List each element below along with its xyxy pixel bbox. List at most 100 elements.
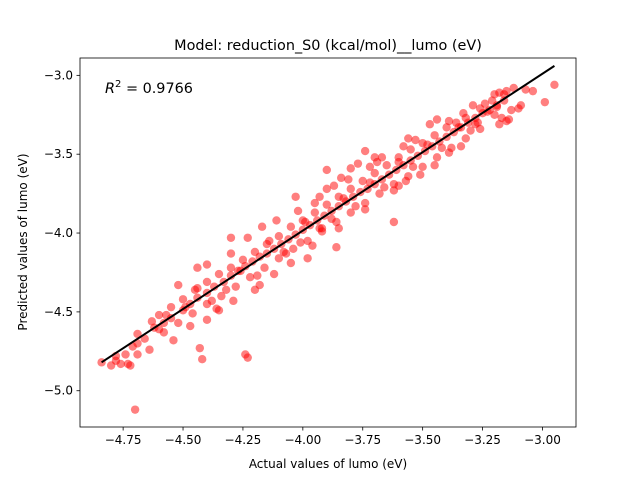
x-tick-label: −4.50 <box>165 433 202 447</box>
data-point <box>315 224 324 233</box>
data-point <box>411 135 420 145</box>
data-point <box>473 118 482 127</box>
r-squared-symbol: R <box>105 81 115 97</box>
data-point <box>504 115 514 124</box>
data-point <box>495 120 504 129</box>
data-point <box>406 145 415 154</box>
data-point <box>243 353 252 362</box>
regression-line <box>101 65 555 364</box>
data-point <box>380 183 389 192</box>
y-axis-ticks: −5.0 −4.5 −4.0 −3.5 −3.0 <box>44 68 80 398</box>
data-point <box>121 350 130 359</box>
data-point <box>174 318 183 328</box>
data-point <box>226 249 236 258</box>
data-point <box>444 116 454 126</box>
x-axis-label: Actual values of lumo (eV) <box>249 457 407 471</box>
x-axis-ticks: −4.75 −4.50 −4.25 −4.00 −3.75 −3.50 −3.25 −3.00 <box>105 427 561 447</box>
data-point <box>260 263 269 272</box>
x-tick-label: −4.00 <box>284 433 321 447</box>
data-point <box>250 247 260 257</box>
data-point <box>360 146 370 156</box>
data-point <box>257 222 267 231</box>
data-point <box>382 161 391 170</box>
r-squared-value: = 0.9766 <box>121 81 193 97</box>
data-point <box>430 131 439 140</box>
data-point <box>253 271 262 280</box>
data-point <box>147 317 157 326</box>
data-point <box>245 272 255 282</box>
data-point <box>214 269 224 279</box>
data-point <box>198 354 207 364</box>
data-point <box>289 244 298 254</box>
data-point <box>116 359 125 369</box>
y-tick-label: −3.5 <box>44 147 73 161</box>
data-point <box>332 243 341 252</box>
r-squared-exponent: 2 <box>115 79 121 90</box>
data-point <box>186 321 195 331</box>
data-point <box>154 310 164 320</box>
data-point <box>490 110 499 119</box>
data-point <box>310 208 320 217</box>
data-point <box>550 80 559 90</box>
data-point <box>370 168 379 178</box>
data-point <box>466 126 475 135</box>
data-point <box>346 164 355 173</box>
data-point <box>202 315 212 324</box>
data-point <box>221 285 231 295</box>
data-point <box>193 284 202 293</box>
data-point <box>272 216 281 225</box>
data-point <box>394 157 403 167</box>
data-point <box>327 214 336 224</box>
data-point <box>133 329 142 339</box>
data-point <box>456 142 466 151</box>
data-point <box>238 255 248 265</box>
data-point <box>286 222 296 231</box>
data-point <box>214 306 224 315</box>
data-point <box>394 181 403 190</box>
data-point <box>281 249 291 258</box>
data-point <box>516 101 526 110</box>
y-tick-label: −4.5 <box>44 305 73 319</box>
data-point <box>399 142 408 151</box>
data-point <box>106 361 116 370</box>
data-point <box>336 173 346 183</box>
data-point <box>174 280 183 290</box>
data-point <box>408 162 418 172</box>
data-point <box>365 162 375 172</box>
data-point <box>418 162 427 172</box>
data-point <box>202 277 212 287</box>
data-point <box>130 405 140 414</box>
data-point <box>226 233 236 242</box>
data-point <box>322 165 331 175</box>
x-tick-label: −4.75 <box>105 433 142 447</box>
data-point <box>169 336 178 345</box>
data-point <box>502 86 511 96</box>
data-point <box>375 189 384 198</box>
data-point <box>480 99 490 108</box>
data-point <box>209 282 219 291</box>
data-point <box>229 296 238 306</box>
data-point <box>217 291 226 301</box>
data-point <box>444 148 454 157</box>
data-point <box>351 202 360 211</box>
x-tick-label: −3.00 <box>524 433 561 447</box>
data-point <box>346 208 355 217</box>
data-point <box>432 153 442 162</box>
x-tick-label: −3.50 <box>404 433 441 447</box>
data-point <box>344 175 353 184</box>
data-point <box>291 192 300 201</box>
data-point <box>193 263 202 272</box>
data-point <box>487 96 497 105</box>
data-point <box>195 343 205 353</box>
data-point <box>389 217 399 227</box>
data-point <box>310 198 320 208</box>
data-point <box>166 302 176 312</box>
data-point <box>126 361 135 370</box>
data-point <box>334 224 343 233</box>
data-point <box>226 271 236 280</box>
data-point <box>401 176 411 186</box>
data-point <box>269 269 279 279</box>
data-point <box>286 258 296 268</box>
y-axis-label: Predicted values of lumo (eV) <box>16 153 30 330</box>
